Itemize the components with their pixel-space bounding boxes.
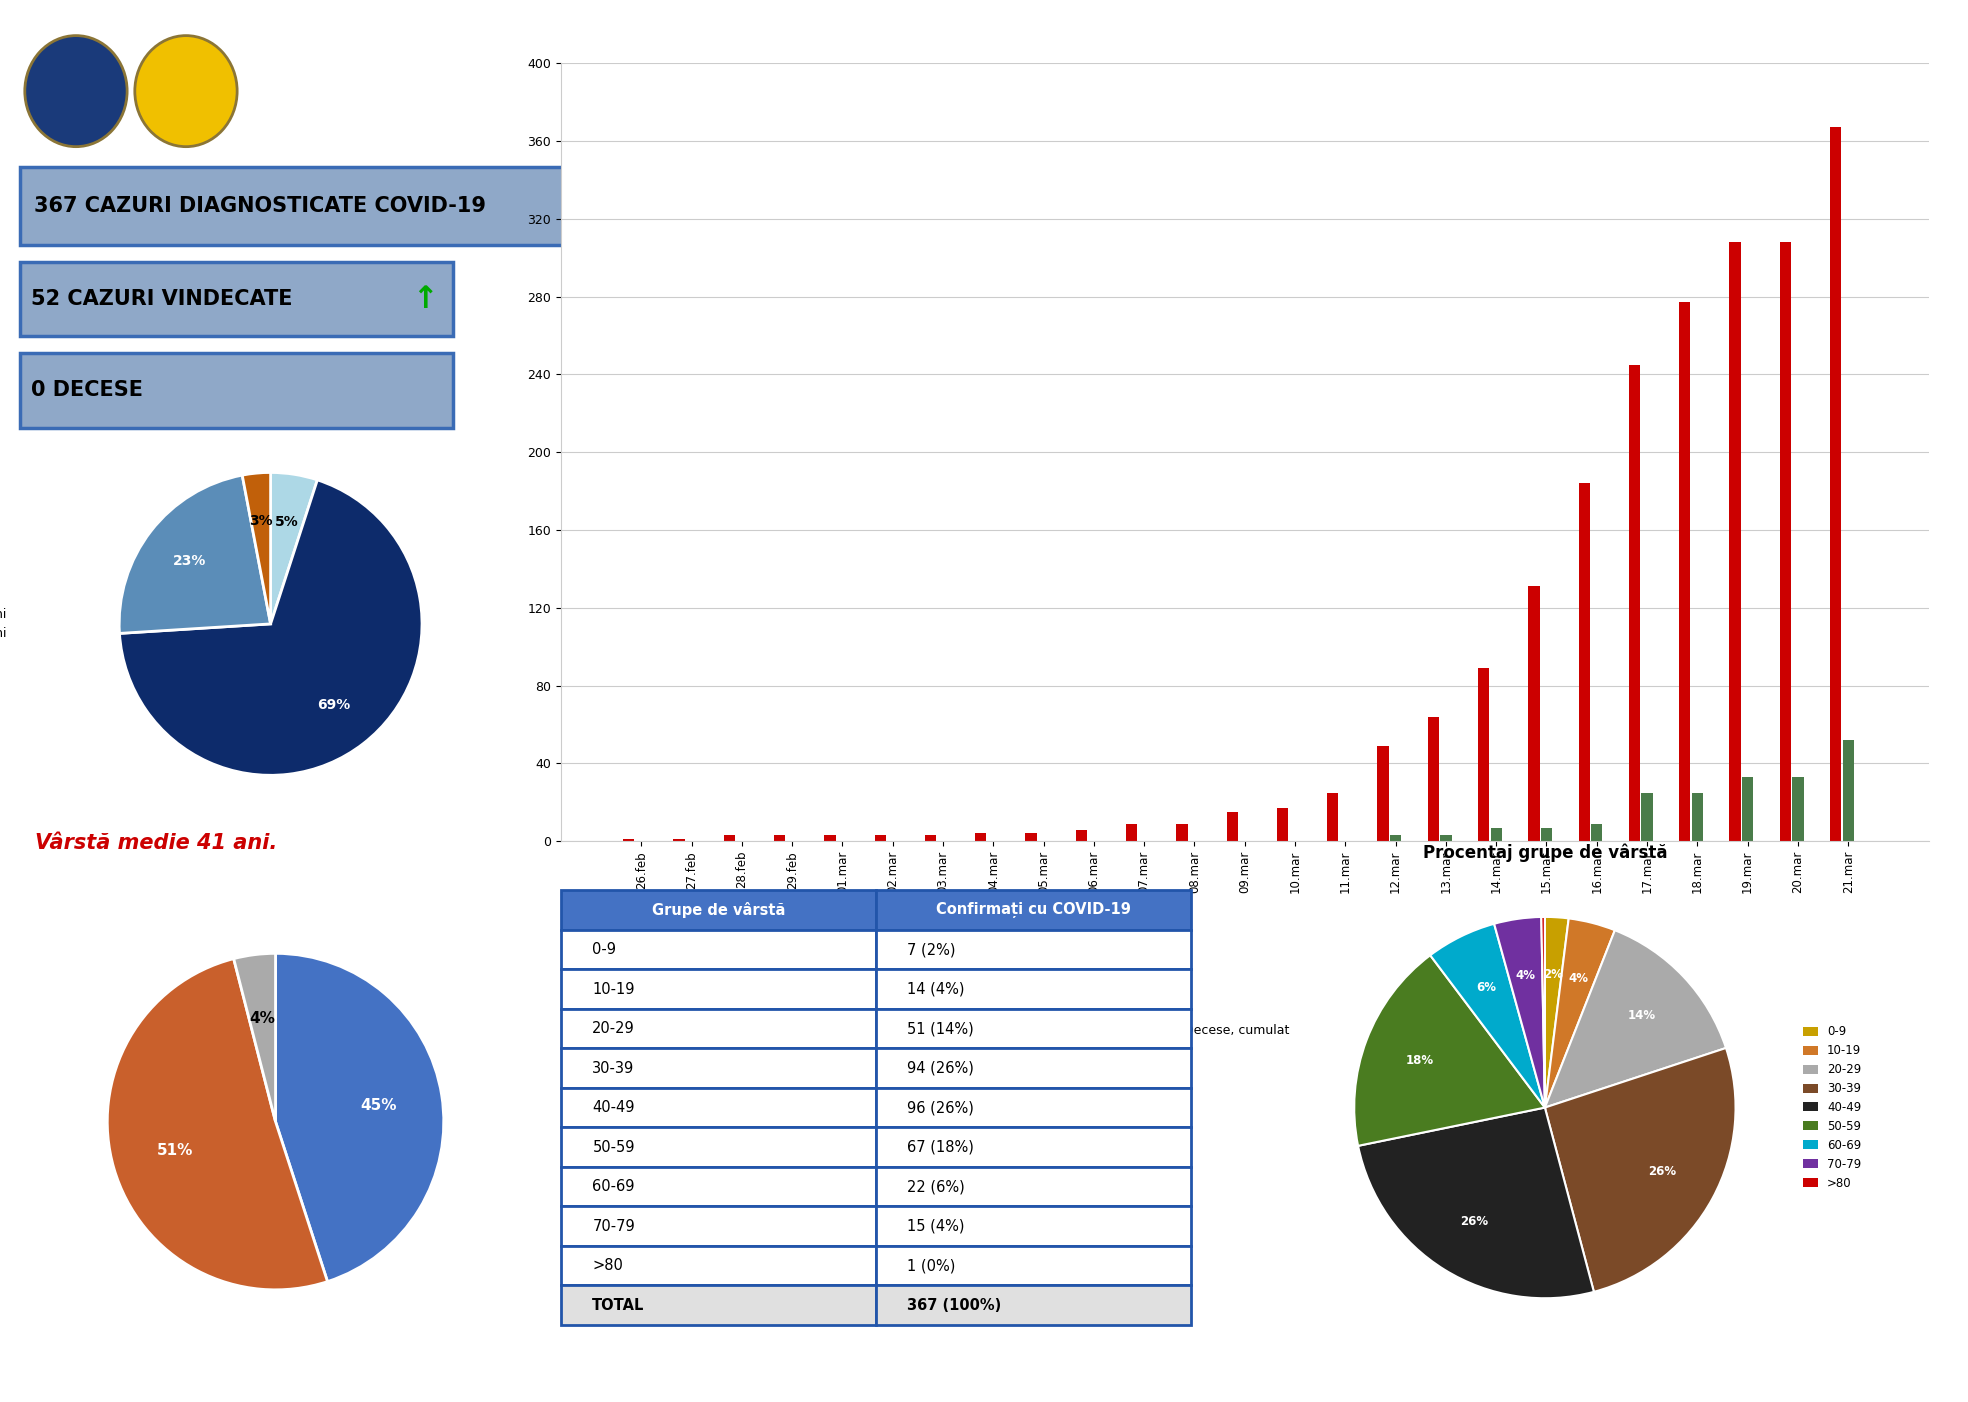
Wedge shape: [120, 479, 421, 775]
Bar: [624, 840, 634, 841]
Ellipse shape: [26, 35, 128, 147]
Text: 367 CAZURI DIAGNOSTICATE COVID-19: 367 CAZURI DIAGNOSTICATE COVID-19: [33, 196, 486, 216]
Bar: [1025, 833, 1037, 841]
Bar: [1378, 746, 1389, 841]
Legend: Diagnosticați, cumulat, Vindecați, cumulat, Decese, cumulat: Diagnosticați, cumulat, Vindecați, cumul…: [785, 1019, 1295, 1042]
Wedge shape: [1545, 917, 1568, 1108]
Text: INFORMAŢII DESPRE CORONAVIRUSUL COVID-19, SITUAŢIA DIN ROMÂNIA: INFORMAŢII DESPRE CORONAVIRUSUL COVID-19…: [756, 63, 1724, 91]
Bar: [1389, 836, 1401, 841]
Text: 4%: 4%: [1568, 972, 1588, 984]
Legend: 0-18 ani, 19-50 ani, 51-70 ani, ≥ 70 ani: 0-18 ani, 19-50 ani, 51-70 ani, ≥ 70 ani: [0, 583, 12, 665]
Bar: [1641, 792, 1653, 841]
Text: 3%: 3%: [250, 515, 274, 529]
Bar: [1592, 824, 1602, 841]
Text: 18%: 18%: [1405, 1054, 1435, 1067]
Bar: [673, 840, 685, 841]
Wedge shape: [1494, 917, 1545, 1108]
Bar: [1830, 128, 1842, 841]
Text: 26%: 26%: [1647, 1165, 1677, 1178]
Bar: [1427, 716, 1439, 841]
Bar: [1692, 792, 1702, 841]
Title: Procentaj grupe de vârstă: Procentaj grupe de vârstă: [1423, 844, 1667, 862]
Bar: [1679, 303, 1691, 841]
Bar: [1441, 836, 1452, 841]
Bar: [1578, 484, 1590, 841]
Text: 4%: 4%: [1515, 969, 1535, 981]
Text: 5%: 5%: [276, 515, 299, 529]
Text: ↑: ↑: [411, 285, 437, 314]
Text: 14%: 14%: [1628, 1009, 1655, 1022]
Bar: [1277, 808, 1289, 841]
Legend: 0-9, 10-19, 20-29, 30-39, 40-49, 50-59, 60-69, 70-79, >80: 0-9, 10-19, 20-29, 30-39, 40-49, 50-59, …: [1799, 1021, 1866, 1195]
Bar: [925, 836, 937, 841]
FancyBboxPatch shape: [20, 353, 453, 428]
Text: 23%: 23%: [173, 554, 207, 568]
Wedge shape: [234, 953, 276, 1122]
FancyBboxPatch shape: [20, 167, 600, 245]
Wedge shape: [1358, 1108, 1594, 1298]
Bar: [1842, 740, 1854, 841]
Text: 45%: 45%: [360, 1098, 398, 1113]
Bar: [1529, 586, 1539, 841]
Text: 2%: 2%: [1543, 967, 1563, 981]
Wedge shape: [1545, 930, 1726, 1108]
Text: 0 DECESE: 0 DECESE: [31, 380, 142, 401]
Wedge shape: [120, 475, 272, 634]
Bar: [773, 836, 785, 841]
Wedge shape: [1431, 924, 1545, 1108]
Text: Vârstă medie 41 ani.: Vârstă medie 41 ani.: [35, 833, 277, 852]
FancyBboxPatch shape: [20, 262, 453, 336]
Bar: [1730, 243, 1742, 841]
Bar: [874, 836, 886, 841]
Wedge shape: [276, 953, 443, 1281]
Bar: [1541, 827, 1553, 841]
Bar: [1226, 812, 1238, 841]
Wedge shape: [1541, 917, 1545, 1108]
Text: 26%: 26%: [1460, 1214, 1488, 1228]
Wedge shape: [242, 472, 272, 624]
Bar: [1126, 824, 1138, 841]
Bar: [1076, 830, 1086, 841]
Wedge shape: [1545, 1047, 1736, 1291]
Text: 4%: 4%: [250, 1011, 276, 1026]
Bar: [1742, 777, 1753, 841]
Bar: [1630, 365, 1639, 841]
Bar: [724, 836, 734, 841]
Text: ↑: ↑: [567, 192, 592, 220]
Bar: [1779, 243, 1791, 841]
Wedge shape: [1354, 955, 1545, 1145]
Wedge shape: [108, 959, 327, 1290]
Text: 69%: 69%: [317, 698, 350, 712]
Bar: [1326, 792, 1338, 841]
Wedge shape: [270, 472, 317, 624]
Bar: [974, 833, 986, 841]
Bar: [825, 836, 836, 841]
Bar: [1793, 777, 1803, 841]
Wedge shape: [1545, 918, 1616, 1108]
Text: 51%: 51%: [157, 1143, 193, 1158]
Bar: [1478, 669, 1490, 841]
Text: 6%: 6%: [1476, 981, 1496, 994]
Bar: [1177, 824, 1187, 841]
Bar: [1490, 827, 1502, 841]
Text: 52 CAZURI VINDECATE: 52 CAZURI VINDECATE: [31, 289, 291, 310]
Ellipse shape: [136, 35, 238, 147]
